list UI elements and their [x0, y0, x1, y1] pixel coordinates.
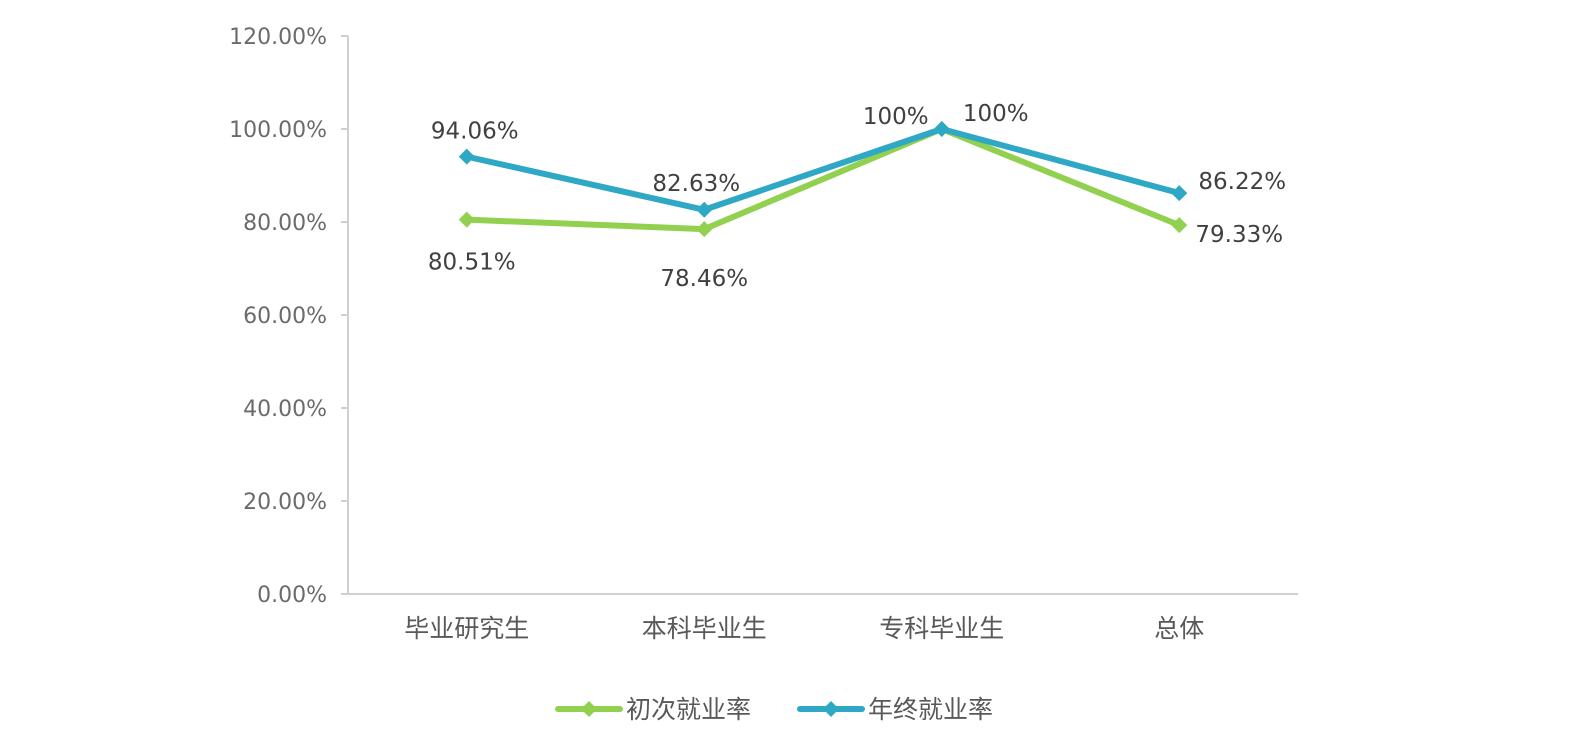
legend-swatch-marker [581, 701, 597, 717]
series-2-point [933, 121, 950, 137]
legend: 初次就业率 年终就业率 [555, 695, 993, 724]
legend-item-2: 年终就业率 [797, 695, 993, 724]
x-category-label: 总体 [1154, 614, 1204, 643]
y-tick-label: 60.00% [243, 304, 327, 329]
data-label-series-1: 78.46% [660, 266, 748, 292]
y-tick-label: 20.00% [243, 490, 327, 515]
y-tick-label: 120.00% [229, 25, 327, 50]
legend-label: 年终就业率 [868, 695, 993, 724]
series-1-point [696, 221, 713, 238]
legend-swatch-marker [823, 701, 839, 717]
y-tick-label: 40.00% [243, 397, 327, 422]
y-tick-label: 0.00% [257, 583, 327, 608]
x-category-label: 毕业研究生 [404, 614, 529, 643]
series-1-point [1171, 217, 1188, 234]
series-line-1 [463, 126, 1183, 233]
data-label-series-2: 82.63% [652, 171, 740, 197]
series-2-point [458, 148, 475, 165]
data-label-series-2: 86.22% [1198, 169, 1286, 195]
x-category-labels: 毕业研究生 本科毕业生 专科毕业生 总体 [404, 614, 1204, 643]
data-labels: 80.51% 78.46% 100% 79.33% 94.06% 82.63% 100% 86… [428, 101, 1286, 292]
data-label-series-2: 94.06% [431, 119, 519, 145]
y-tick-label: 100.00% [229, 118, 327, 143]
series-2-point [1171, 185, 1188, 202]
data-label-series-1: 80.51% [428, 250, 516, 276]
legend-item-1: 初次就业率 [555, 695, 751, 724]
data-label-series-1: 79.33% [1195, 222, 1283, 248]
series-1-point [458, 211, 475, 228]
x-category-label: 本科毕业生 [642, 614, 767, 643]
y-tick-label: 80.00% [243, 211, 327, 236]
x-category-label: 专科毕业生 [879, 614, 1004, 643]
legend-label: 初次就业率 [626, 695, 751, 724]
y-tick-labels: 0.00% 20.00% 40.00% 60.00% 80.00% 100.00% 120.… [229, 25, 348, 608]
data-label-series-1: 100% [863, 104, 929, 130]
series-group [458, 121, 1188, 238]
series-2-point [696, 201, 713, 218]
series-line-2 [463, 126, 1183, 213]
data-label-series-2: 100% [963, 101, 1029, 127]
